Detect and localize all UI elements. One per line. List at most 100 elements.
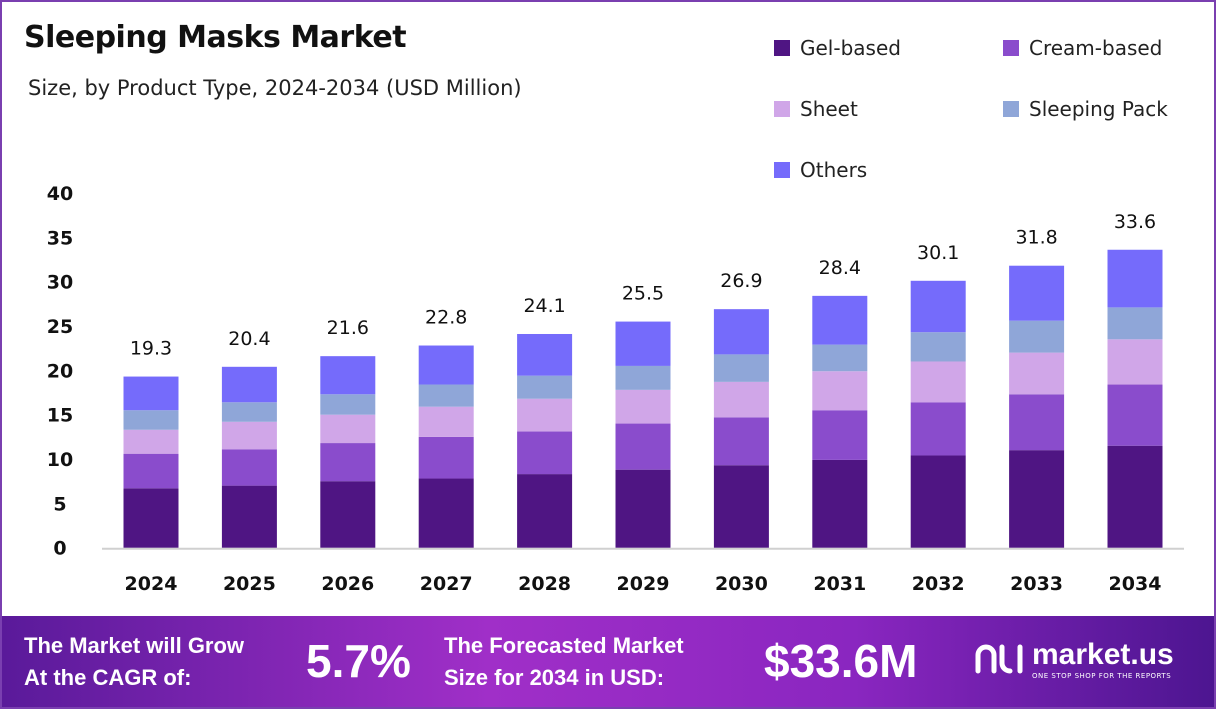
legend-label: Gel-based xyxy=(800,36,901,60)
bar-segment-others-2031 xyxy=(812,295,868,345)
bar-segment-others-2030 xyxy=(713,309,769,355)
market-us-logo-icon xyxy=(975,644,1023,674)
footer-banner: The Market will Grow At the CAGR of: 5.7… xyxy=(2,616,1214,707)
cagr-label-line1: The Market will Grow xyxy=(24,633,245,658)
bar-segment-sleeping-pack-2032 xyxy=(910,332,966,362)
y-tick-label: 15 xyxy=(47,405,73,427)
bar-segment-cream-based-2025 xyxy=(221,449,277,486)
legend-label: Others xyxy=(800,158,868,182)
bar-segment-others-2034 xyxy=(1107,249,1163,308)
x-tick-label-2034: 2034 xyxy=(1109,573,1162,595)
forecast-label-line1: The Forecasted Market xyxy=(444,633,684,658)
cagr-label-line2: At the CAGR of: xyxy=(24,665,192,690)
bar-segment-others-2026 xyxy=(320,356,376,395)
cagr-label: The Market will Grow At the CAGR of: xyxy=(24,630,244,694)
bar-segment-others-2027 xyxy=(418,345,474,385)
bar-segment-gel-based-2028 xyxy=(517,474,573,548)
legend-label: Cream-based xyxy=(1029,36,1163,60)
data-label-total-2025: 20.4 xyxy=(228,328,270,350)
legend-swatch xyxy=(1003,101,1019,117)
bar-segment-sleeping-pack-2024 xyxy=(123,410,179,430)
x-tick-label-2028: 2028 xyxy=(518,573,571,595)
forecast-label: The Forecasted Market Size for 2034 in U… xyxy=(444,630,684,694)
bar-segment-gel-based-2030 xyxy=(713,465,769,548)
legend-label: Sleeping Pack xyxy=(1029,97,1168,121)
data-label-total-2031: 28.4 xyxy=(819,257,861,279)
bar-segment-sleeping-pack-2031 xyxy=(812,344,868,372)
bar-segment-sleeping-pack-2029 xyxy=(615,365,671,390)
legend-swatch xyxy=(774,40,790,56)
cagr-value: 5.7% xyxy=(306,635,411,687)
bar-segment-sleeping-pack-2034 xyxy=(1107,307,1163,340)
bar-segment-sleeping-pack-2025 xyxy=(221,402,277,422)
bar-segment-gel-based-2024 xyxy=(123,488,179,548)
bar-segment-sheet-2024 xyxy=(123,429,179,454)
legend-swatch xyxy=(774,162,790,178)
data-label-total-2033: 31.8 xyxy=(1015,227,1057,249)
legend-item-cream-based: Cream-based xyxy=(1003,36,1162,60)
legend-item-sleeping-pack: Sleeping Pack xyxy=(1003,97,1168,121)
bar-segment-cream-based-2031 xyxy=(812,410,868,460)
y-tick-label: 25 xyxy=(47,316,73,338)
bar-segment-sleeping-pack-2033 xyxy=(1009,320,1065,353)
bar-segment-others-2029 xyxy=(615,321,671,366)
bar-segment-cream-based-2033 xyxy=(1009,394,1065,451)
data-label-total-2032: 30.1 xyxy=(917,242,959,264)
x-tick-label-2032: 2032 xyxy=(912,573,965,595)
bar-segment-gel-based-2034 xyxy=(1107,445,1163,548)
bar-segment-cream-based-2024 xyxy=(123,453,179,489)
forecast-label-line2: Size for 2034 in USD: xyxy=(444,665,665,690)
y-tick-label: 0 xyxy=(53,538,66,560)
legend-item-gel-based: Gel-based xyxy=(774,36,901,60)
data-label-total-2034: 33.6 xyxy=(1114,211,1156,233)
bar-segment-others-2033 xyxy=(1009,265,1065,321)
data-label-total-2030: 26.9 xyxy=(720,270,762,292)
bar-segment-sleeping-pack-2027 xyxy=(418,384,474,407)
x-tick-label-2027: 2027 xyxy=(420,573,473,595)
bar-segment-gel-based-2027 xyxy=(418,478,474,548)
data-label-total-2026: 21.6 xyxy=(327,317,369,339)
brand-name: market.us xyxy=(1032,638,1174,671)
bar-segment-sheet-2032 xyxy=(910,361,966,403)
bar-segment-others-2024 xyxy=(123,376,179,411)
bar-segment-sheet-2029 xyxy=(615,389,671,424)
bar-segment-sheet-2027 xyxy=(418,406,474,437)
legend-item-sheet: Sheet xyxy=(774,97,858,121)
stacked-bar-chart: 051015202530354019.3202420.4202521.62026… xyxy=(47,183,1184,595)
legend-label: Sheet xyxy=(800,97,858,121)
x-tick-label-2025: 2025 xyxy=(223,573,276,595)
bar-segment-sheet-2031 xyxy=(812,371,868,411)
chart-subtitle: Size, by Product Type, 2024-2034 (USD Mi… xyxy=(28,76,522,100)
bar-segment-sleeping-pack-2028 xyxy=(517,375,573,399)
bar-segment-sheet-2025 xyxy=(221,421,277,450)
x-tick-label-2024: 2024 xyxy=(125,573,178,595)
bar-segment-sheet-2030 xyxy=(713,381,769,418)
x-tick-label-2031: 2031 xyxy=(813,573,866,595)
bar-segment-others-2025 xyxy=(221,366,277,403)
bar-segment-cream-based-2028 xyxy=(517,431,573,475)
bar-segment-cream-based-2030 xyxy=(713,417,769,466)
bar-segment-sheet-2026 xyxy=(320,414,376,444)
bar-segment-cream-based-2032 xyxy=(910,402,966,456)
x-tick-label-2030: 2030 xyxy=(715,573,768,595)
bar-segment-gel-based-2031 xyxy=(812,459,868,548)
bar-segment-sleeping-pack-2026 xyxy=(320,394,376,415)
forecast-value: $33.6M xyxy=(764,635,918,687)
bar-segment-cream-based-2029 xyxy=(615,423,671,470)
data-label-total-2027: 22.8 xyxy=(425,307,467,329)
data-label-total-2028: 24.1 xyxy=(523,295,565,317)
brand-logo: market.us ONE STOP SHOP FOR THE REPORTS xyxy=(974,638,1174,680)
bar-segment-others-2028 xyxy=(517,333,573,376)
bar-segment-gel-based-2029 xyxy=(615,469,671,548)
y-tick-label: 40 xyxy=(47,183,73,205)
x-tick-label-2029: 2029 xyxy=(617,573,670,595)
legend-swatch xyxy=(774,101,790,117)
bar-segment-gel-based-2033 xyxy=(1009,450,1065,548)
bar-segment-sleeping-pack-2030 xyxy=(713,354,769,382)
brand-tagline: ONE STOP SHOP FOR THE REPORTS xyxy=(1032,672,1172,680)
bar-segment-gel-based-2032 xyxy=(910,455,966,548)
bar-segment-sheet-2033 xyxy=(1009,352,1065,395)
y-tick-label: 35 xyxy=(47,227,73,249)
y-tick-label: 10 xyxy=(47,449,73,471)
